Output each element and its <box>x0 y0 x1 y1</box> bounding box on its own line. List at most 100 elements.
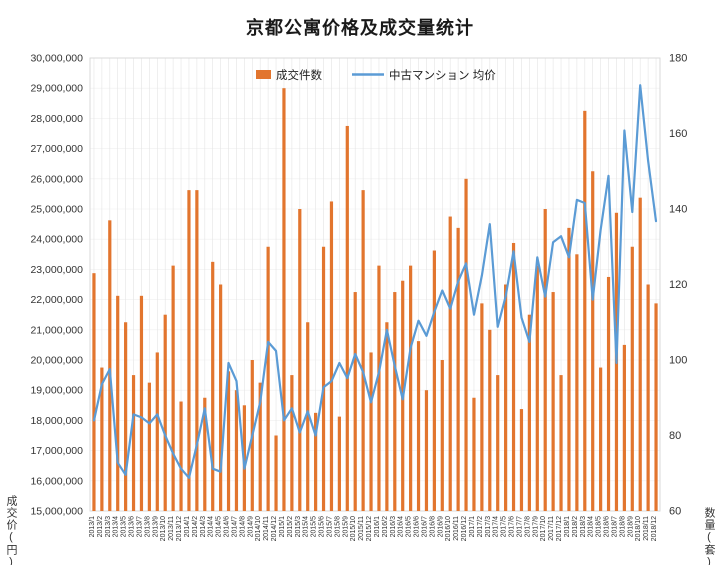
volume-bar <box>480 303 484 511</box>
volume-bar <box>116 295 120 511</box>
volume-bar <box>393 292 397 511</box>
volume-bar <box>258 382 262 511</box>
volume-bar <box>504 284 508 511</box>
volume-bar <box>314 412 318 511</box>
x-tick-label: 2014/7 <box>231 516 238 538</box>
volume-bar <box>131 375 136 511</box>
x-tick-label: 2017/12 <box>556 516 563 541</box>
x-tick-label: 2016/3 <box>390 516 397 538</box>
x-tick-label: 2013/2 <box>97 516 104 538</box>
x-tick-label: 2013/8 <box>144 516 151 538</box>
x-tick-label: 2018/7 <box>611 516 618 538</box>
x-tick-label: 2018/4 <box>588 516 595 538</box>
volume-bar <box>606 276 611 511</box>
x-tick-label: 2016/5 <box>406 516 413 538</box>
x-tick-label: 2018/3 <box>580 516 587 538</box>
right-tick-label: 180 <box>669 53 687 65</box>
left-tick-label: 17,000,000 <box>30 445 83 457</box>
x-tick-label: 2014/8 <box>239 516 246 538</box>
volume-bar <box>527 314 531 511</box>
volume-bar <box>535 265 539 511</box>
volume-bar <box>432 250 436 511</box>
volume-bar <box>290 375 294 511</box>
left-tick-label: 23,000,000 <box>30 264 83 276</box>
volume-bar <box>654 303 658 511</box>
x-tick-label: 2017/11 <box>548 516 555 541</box>
x-tick-label: 2018/9 <box>627 516 634 538</box>
volume-bar <box>163 314 167 511</box>
volume-bar <box>345 125 349 511</box>
x-tick-label: 2018/6 <box>604 516 611 538</box>
x-tick-label: 2014/12 <box>271 516 278 541</box>
x-tick-label: 2017/4 <box>493 516 500 538</box>
x-tick-label: 2017/10 <box>540 516 547 541</box>
left-tick-label: 18,000,000 <box>30 415 83 427</box>
x-tick-label: 2016/9 <box>437 516 444 538</box>
volume-bar <box>448 216 452 512</box>
x-tick-label: 2017/5 <box>501 516 508 538</box>
volume-bar <box>591 171 595 511</box>
x-tick-label: 2018/5 <box>596 516 603 538</box>
x-tick-label: 2014/10 <box>255 516 262 541</box>
left-tick-label: 21,000,000 <box>30 324 83 336</box>
x-tick-label: 2018/11 <box>643 516 650 541</box>
x-tick-label: 2013/4 <box>113 516 120 538</box>
x-tick-label: 2017/6 <box>509 516 516 538</box>
volume-bar <box>567 227 571 511</box>
volume-bar <box>211 261 215 511</box>
volume-bar <box>321 246 326 511</box>
x-tick-label: 2015/11 <box>358 516 365 541</box>
x-tick-label: 2018/8 <box>619 516 626 538</box>
x-tick-label: 2016/10 <box>445 516 452 541</box>
left-tick-label: 20,000,000 <box>30 355 83 367</box>
volume-bar <box>440 360 444 511</box>
x-tick-label: 2016/8 <box>429 516 436 538</box>
left-tick-label: 30,000,000 <box>30 53 83 65</box>
volume-bar <box>187 190 191 511</box>
volume-bar <box>409 265 413 511</box>
volume-bar <box>511 242 516 511</box>
x-tick-label: 2013/11 <box>168 516 175 541</box>
volume-bar <box>424 390 429 511</box>
x-tick-label: 2018/2 <box>572 516 579 538</box>
volume-bar <box>599 367 603 511</box>
left-tick-label: 16,000,000 <box>30 475 83 487</box>
volume-bar <box>100 367 104 511</box>
volume-bar <box>171 265 175 511</box>
volume-bar <box>234 390 239 511</box>
x-tick-label: 2018/1 <box>564 516 571 538</box>
right-tick-label: 140 <box>669 204 687 216</box>
volume-bar <box>274 435 278 511</box>
chart-area: 15,000,000 16,000,000 17,000,000 18,000,000… <box>0 38 720 565</box>
volume-bar <box>488 329 492 511</box>
volume-bar <box>496 375 500 511</box>
volume-bar <box>551 292 555 511</box>
x-tick-label: 2014/5 <box>216 516 223 538</box>
x-tick-label: 2015/8 <box>334 516 341 538</box>
x-tick-label: 2017/1 <box>469 516 476 538</box>
x-tick-label: 2014/11 <box>263 516 270 541</box>
volume-bar <box>337 416 341 511</box>
left-tick-label: 19,000,000 <box>30 385 83 397</box>
volume-bar <box>646 284 650 511</box>
right-tick-label: 160 <box>669 128 687 140</box>
x-tick-label: 2014/1 <box>184 516 191 538</box>
x-tick-label: 2013/9 <box>152 516 159 538</box>
price-line <box>92 84 658 479</box>
volume-bar <box>226 371 231 511</box>
x-tick-label: 2013/5 <box>121 516 128 538</box>
volume-bar <box>638 197 642 512</box>
x-tick-label: 2013/12 <box>176 516 183 541</box>
left-tick-label: 28,000,000 <box>30 113 83 125</box>
x-tick-label: 2017/7 <box>516 516 523 538</box>
x-tick-label: 2015/6 <box>319 516 326 538</box>
volume-bar <box>306 322 310 511</box>
right-axis-title: 数量(套) <box>703 507 715 565</box>
volume-bar <box>298 209 302 511</box>
x-tick-label: 2014/3 <box>200 516 207 538</box>
volume-bar <box>630 246 634 511</box>
volume-bar <box>203 397 207 511</box>
volume-bar <box>416 341 421 511</box>
volume-bar <box>456 227 460 511</box>
x-tick-label: 2018/12 <box>651 516 658 541</box>
